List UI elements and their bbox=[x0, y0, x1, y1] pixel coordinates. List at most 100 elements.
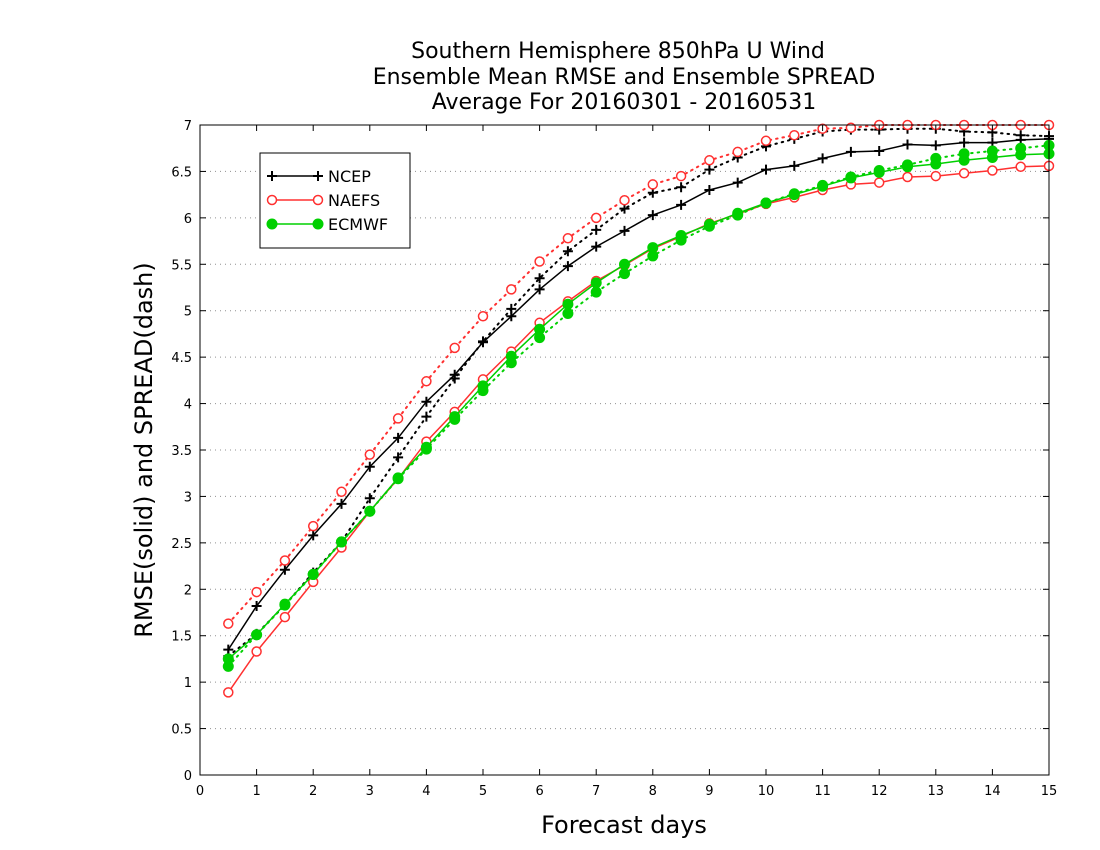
ecmwf-rmse-point bbox=[873, 166, 885, 178]
chart-title-line-1: Southern Hemisphere 850hPa U Wind bbox=[411, 39, 825, 64]
naefs-spread-point bbox=[619, 194, 630, 206]
legend-marker bbox=[266, 194, 278, 206]
legend-label: NAEFS bbox=[328, 191, 380, 210]
x-tick-label: 5 bbox=[479, 784, 487, 799]
ncep-rmse-point bbox=[336, 498, 347, 509]
ecmwf-rmse-point bbox=[534, 323, 546, 335]
ecmwf-rmse-point bbox=[732, 207, 744, 219]
naefs-rmse-point bbox=[958, 168, 970, 179]
y-tick-label: 5.5 bbox=[171, 258, 192, 273]
ncep-rmse-point bbox=[251, 601, 262, 611]
ncep-rmse-point bbox=[449, 369, 460, 380]
legend: NCEP NAEFS ECMWF bbox=[259, 152, 411, 249]
naefs-rmse-point bbox=[223, 687, 234, 698]
x-tick-label: 9 bbox=[705, 784, 713, 799]
x-tick-label: 12 bbox=[871, 784, 888, 799]
ecmwf-rmse-point bbox=[845, 172, 857, 184]
naefs-spread-point bbox=[534, 256, 545, 267]
ecmwf-rmse-point bbox=[647, 242, 659, 254]
ncep-spread-point bbox=[676, 182, 687, 193]
ncep-rmse-point bbox=[279, 564, 290, 575]
x-tick-label: 10 bbox=[758, 784, 775, 799]
ncep-rmse-point bbox=[364, 461, 375, 472]
ecmwf-rmse-point bbox=[392, 472, 404, 484]
ecmwf-spread-point bbox=[619, 268, 630, 280]
ecmwf-spread-point bbox=[590, 286, 602, 298]
legend-label: ECMWF bbox=[328, 215, 388, 234]
naefs-spread-point bbox=[307, 520, 319, 532]
ecmwf-rmse-point bbox=[817, 180, 829, 192]
naefs-rmse-point bbox=[251, 646, 262, 657]
naefs-spread-point bbox=[251, 586, 262, 598]
ecmwf-rmse-point bbox=[675, 230, 687, 241]
data-series bbox=[222, 119, 1055, 698]
ecmwf-rmse-point bbox=[420, 441, 432, 453]
y-tick-label: 4.5 bbox=[171, 351, 192, 366]
ncep-rmse-point bbox=[930, 140, 941, 151]
y-tick-label: 7 bbox=[184, 119, 192, 134]
naefs-spread-point bbox=[449, 342, 460, 354]
ecmwf-rmse-point bbox=[619, 258, 630, 270]
ecmwf-rmse-point bbox=[364, 505, 376, 517]
ncep-rmse-point bbox=[308, 530, 319, 541]
y-tick-label: 6 bbox=[184, 212, 192, 227]
x-tick-label: 14 bbox=[984, 784, 1001, 799]
naefs-spread-point bbox=[704, 155, 715, 166]
ncep-rmse-point bbox=[676, 199, 687, 210]
naefs-spread-point bbox=[477, 311, 489, 322]
ecmwf-rmse-point bbox=[307, 568, 319, 580]
ncep-rmse-point bbox=[562, 261, 573, 272]
x-tick-label: 7 bbox=[592, 784, 600, 799]
grid-lines bbox=[200, 170, 1049, 730]
naefs-spread-point bbox=[590, 212, 602, 224]
naefs-spread-point bbox=[732, 146, 743, 158]
ncep-rmse-point bbox=[789, 160, 800, 171]
ncep-rmse-point bbox=[591, 241, 602, 252]
y-tick-label: 2.5 bbox=[171, 537, 192, 552]
naefs-rmse-point bbox=[279, 611, 291, 623]
ecmwf-rmse-point bbox=[1015, 149, 1027, 161]
ncep-rmse-point bbox=[845, 146, 856, 157]
naefs-rmse-point bbox=[987, 165, 998, 176]
ncep-spread-point bbox=[393, 452, 404, 463]
legend-marker bbox=[266, 218, 278, 230]
y-tick-label: 6.5 bbox=[171, 165, 192, 180]
y-tick-label: 2 bbox=[184, 583, 192, 598]
ncep-rmse-point bbox=[223, 644, 234, 655]
ncep-rmse-point bbox=[534, 284, 545, 295]
ncep-rmse-point bbox=[647, 210, 658, 221]
x-tick-label: 3 bbox=[366, 784, 374, 799]
naefs-spread-point bbox=[562, 233, 574, 244]
chart-title-line-2: Ensemble Mean RMSE and Ensemble SPREAD bbox=[373, 65, 876, 90]
ncep-rmse-point bbox=[704, 185, 715, 195]
ncep-spread-point bbox=[704, 164, 715, 175]
ncep-spread-point bbox=[364, 493, 375, 504]
ecmwf-rmse-point bbox=[760, 197, 772, 209]
x-tick-label: 2 bbox=[309, 784, 317, 799]
ecmwf-rmse-point bbox=[562, 298, 574, 310]
ncep-spread-point bbox=[591, 224, 602, 235]
ecmwf-rmse-series bbox=[222, 148, 1055, 665]
x-tick-label: 1 bbox=[252, 784, 260, 799]
naefs-spread-point bbox=[647, 179, 659, 190]
naefs-spread-point bbox=[279, 555, 291, 566]
x-axis-label: Forecast days bbox=[541, 811, 707, 839]
x-tick-label: 8 bbox=[649, 784, 657, 799]
ncep-rmse-point bbox=[478, 337, 488, 348]
legend-marker bbox=[313, 171, 323, 181]
ecmwf-rmse-point bbox=[902, 161, 913, 173]
ecmwf-rmse-point bbox=[336, 536, 347, 548]
ncep-rmse-point bbox=[619, 225, 630, 236]
ncep-spread-point bbox=[562, 246, 573, 257]
x-tick-label: 0 bbox=[196, 784, 204, 799]
legend-entry-naefs: NAEFS bbox=[266, 191, 380, 210]
ncep-rmse-point bbox=[732, 177, 743, 188]
y-tick-label: 0.5 bbox=[171, 723, 192, 738]
legend-marker bbox=[267, 171, 277, 181]
naefs-spread-point bbox=[675, 170, 687, 182]
ncep-rmse-point bbox=[902, 139, 913, 150]
y-tick-label: 5 bbox=[184, 305, 192, 320]
ecmwf-rmse-point bbox=[958, 154, 970, 166]
naefs-rmse-point bbox=[930, 170, 942, 182]
